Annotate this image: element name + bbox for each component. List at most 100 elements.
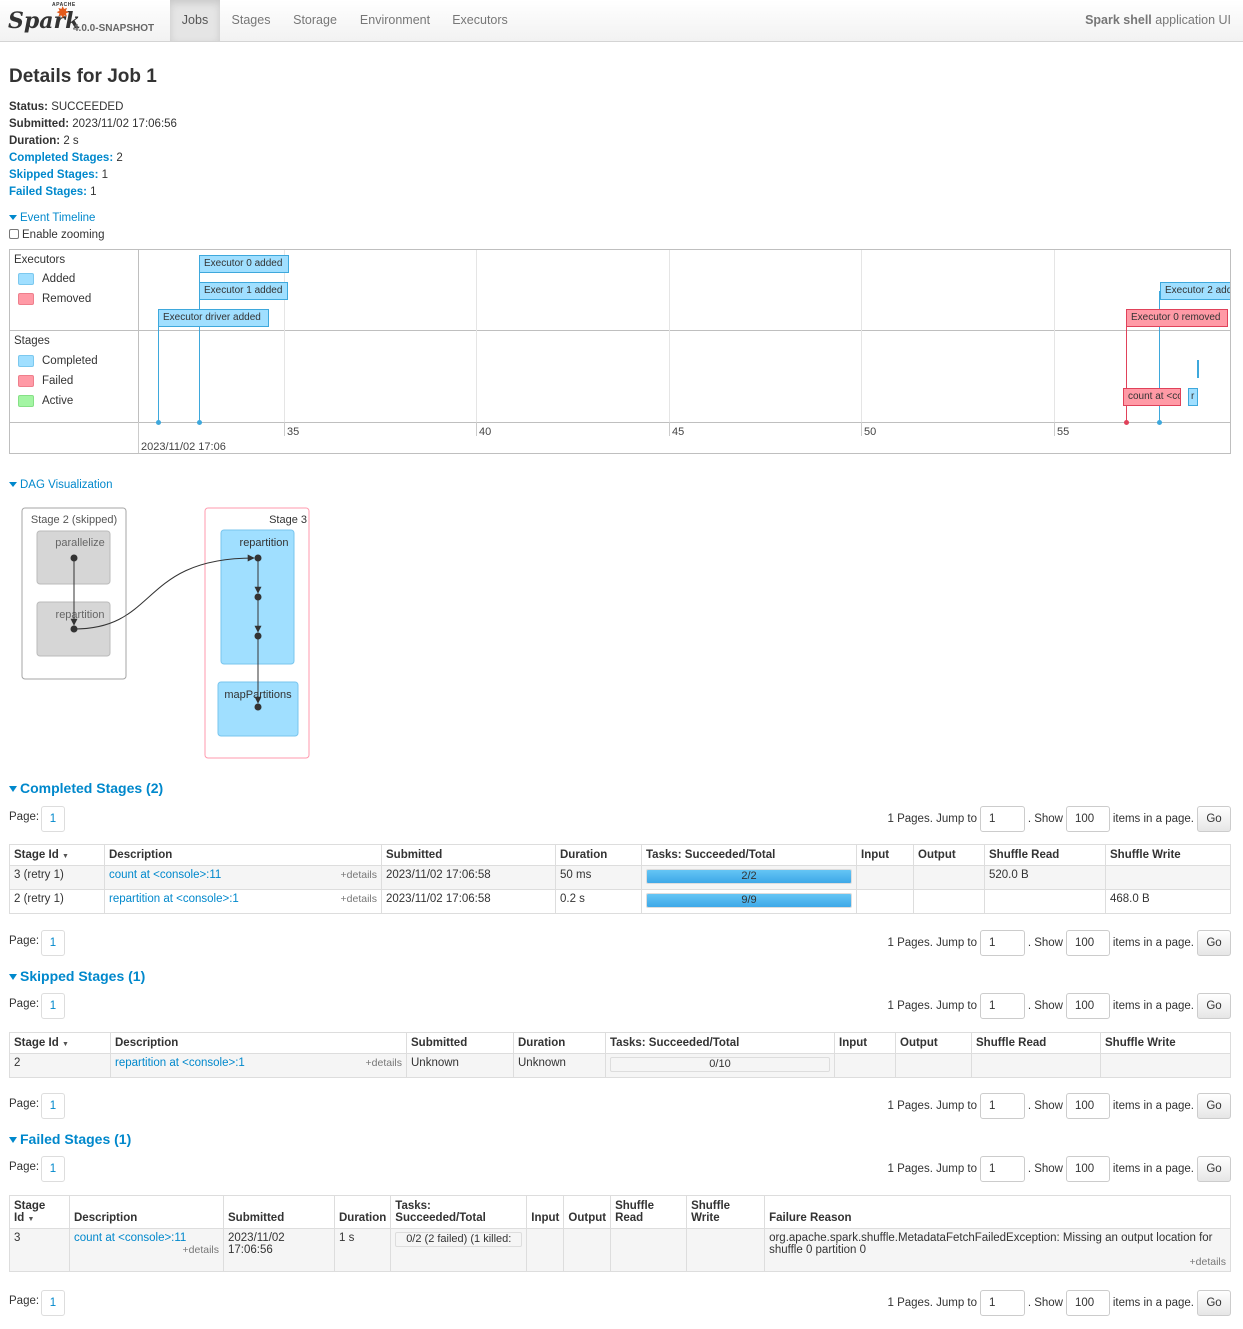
event-executor-0-added[interactable]: Executor 0 added — [199, 255, 289, 273]
page-size-input[interactable]: 100 — [1066, 993, 1110, 1019]
tick-label: 35 — [287, 426, 300, 438]
go-button[interactable]: Go — [1197, 993, 1231, 1019]
table-row: 2 repartition at <console>:1 +details Unk… — [9, 1053, 1231, 1078]
col-input[interactable]: Input — [834, 1032, 896, 1054]
enable-zooming-checkbox[interactable] — [9, 229, 19, 239]
completed-stages-link[interactable]: Completed Stages: — [9, 152, 114, 164]
jump-to-input[interactable]: 1 — [980, 993, 1025, 1019]
jump-to-input[interactable]: 1 — [980, 1290, 1025, 1316]
page-size-input[interactable]: 100 — [1066, 1093, 1110, 1119]
stage-bar-repartition[interactable]: r — [1188, 388, 1198, 406]
col-duration[interactable]: Duration — [555, 844, 642, 866]
col-description[interactable]: Description — [104, 844, 382, 866]
details-toggle[interactable]: +details — [340, 869, 377, 881]
stage-2-label: Stage 2 (skipped) — [31, 514, 117, 526]
page-number-button[interactable]: 1 — [41, 806, 65, 832]
col-submitted[interactable]: Submitted — [381, 844, 556, 866]
col-submitted[interactable]: Submitted — [223, 1195, 335, 1229]
spark-logo[interactable]: APACHE Spark ✸ 4.0.0-SNAPSHOT — [8, 2, 168, 40]
col-input[interactable]: Input — [856, 844, 914, 866]
stages-group-label: Stages — [14, 335, 50, 347]
stage-description-link[interactable]: count at <console>:11 — [109, 869, 222, 881]
col-description[interactable]: Description — [69, 1195, 224, 1229]
page-number-button[interactable]: 1 — [41, 993, 65, 1019]
stage-description-link[interactable]: repartition at <console>:1 — [109, 893, 239, 905]
go-button[interactable]: Go — [1197, 1093, 1231, 1119]
col-description[interactable]: Description — [110, 1032, 407, 1054]
page-size-input[interactable]: 100 — [1066, 1290, 1110, 1316]
failed-stages-link[interactable]: Failed Stages: — [9, 186, 87, 198]
node-parallelize-label: parallelize — [55, 537, 105, 549]
go-button[interactable]: Go — [1197, 806, 1231, 832]
col-stage-id[interactable]: Stage Id ▼ — [9, 1195, 70, 1229]
enable-zooming[interactable]: Enable zooming — [9, 229, 104, 241]
event-timeline-toggle[interactable]: Event Timeline — [9, 212, 95, 224]
jump-to-input[interactable]: 1 — [980, 930, 1025, 956]
tab-environment[interactable]: Environment — [359, 13, 431, 27]
go-button[interactable]: Go — [1197, 1156, 1231, 1182]
details-toggle[interactable]: +details — [365, 1057, 402, 1069]
event-executor-2-added[interactable]: Executor 2 added — [1160, 282, 1230, 300]
duration-value: 2 s — [63, 135, 79, 147]
jump-to-input[interactable]: 1 — [980, 1093, 1025, 1119]
completed-stages-toggle[interactable]: Completed Stages (2) — [9, 780, 163, 796]
page-size-input[interactable]: 100 — [1066, 1156, 1110, 1182]
go-button[interactable]: Go — [1197, 1290, 1231, 1316]
col-shuffle-read[interactable]: Shuffle Read — [971, 1032, 1101, 1054]
page-number-button[interactable]: 1 — [41, 1093, 65, 1119]
col-shuffle-write[interactable]: Shuffle Write — [1100, 1032, 1231, 1054]
skipped-stages-link[interactable]: Skipped Stages: — [9, 169, 99, 181]
col-stage-id[interactable]: Stage Id ▼ — [9, 844, 105, 866]
stage-bar-count-failed[interactable]: count at <console>:11 — [1123, 388, 1181, 406]
event-executor-driver-added[interactable]: Executor driver added — [158, 309, 269, 327]
failure-details-toggle[interactable]: +details — [1189, 1256, 1226, 1268]
stage-description-link[interactable]: count at <console>:11 — [74, 1232, 187, 1244]
col-output[interactable]: Output — [563, 1195, 612, 1229]
go-button[interactable]: Go — [1197, 930, 1231, 956]
details-toggle[interactable]: +details — [340, 893, 377, 905]
stage-description-link[interactable]: repartition at <console>:1 — [115, 1057, 245, 1069]
col-duration[interactable]: Duration — [333, 1195, 392, 1229]
col-duration[interactable]: Duration — [513, 1032, 606, 1054]
col-failure-reason[interactable]: Failure Reason — [764, 1195, 1231, 1229]
failed-stages-toggle[interactable]: Failed Stages (1) — [9, 1131, 131, 1147]
dag-visualization-toggle[interactable]: DAG Visualization — [9, 479, 112, 491]
task-progress-bar: 0/2 (2 failed) (1 killed: — [395, 1232, 523, 1247]
col-shuffle-write[interactable]: Shuffle Write — [686, 1195, 766, 1229]
col-input[interactable]: Input — [526, 1195, 565, 1229]
page-size-input[interactable]: 100 — [1066, 806, 1110, 832]
col-tasks[interactable]: Tasks: Succeeded/Total — [641, 844, 857, 866]
event-executor-1-added[interactable]: Executor 1 added — [199, 282, 288, 300]
failed-stages-table: Stage Id ▼ Description Submitted Duration… — [9, 1195, 1231, 1272]
page-size-input[interactable]: 100 — [1066, 930, 1110, 956]
col-stage-id[interactable]: Stage Id ▼ — [9, 1032, 111, 1054]
tab-storage[interactable]: Storage — [293, 13, 337, 27]
event-executor-0-removed[interactable]: Executor 0 removed — [1126, 309, 1228, 327]
caret-down-icon — [9, 1137, 17, 1144]
sort-desc-icon: ▼ — [61, 1041, 69, 1048]
jump-to-input[interactable]: 1 — [980, 806, 1025, 832]
page-number-button[interactable]: 1 — [41, 1290, 65, 1316]
col-output[interactable]: Output — [895, 1032, 972, 1054]
tab-executors[interactable]: Executors — [452, 13, 508, 27]
col-shuffle-read[interactable]: Shuffle Read — [610, 1195, 688, 1229]
page-number-button[interactable]: 1 — [41, 930, 65, 956]
jump-to-input[interactable]: 1 — [980, 1156, 1025, 1182]
table-row: 3 (retry 1) count at <console>:11 +detail… — [9, 865, 1231, 890]
col-tasks[interactable]: Tasks: Succeeded/Total — [390, 1195, 528, 1229]
dag-visualization[interactable]: Stage 2 (skipped) parallelize repartitio… — [9, 498, 329, 768]
skipped-stages-toggle[interactable]: Skipped Stages (1) — [9, 968, 145, 984]
page-number-button[interactable]: 1 — [41, 1156, 65, 1182]
col-shuffle-write[interactable]: Shuffle Write — [1105, 844, 1231, 866]
event-timeline[interactable]: Executors Added Removed Stages Completed… — [9, 249, 1231, 454]
col-submitted[interactable]: Submitted — [406, 1032, 514, 1054]
col-shuffle-read[interactable]: Shuffle Read — [984, 844, 1106, 866]
tab-jobs[interactable]: Jobs — [170, 0, 220, 41]
node-repartition-label: repartition — [240, 537, 289, 549]
stage-3-label: Stage 3 — [269, 514, 307, 526]
col-tasks[interactable]: Tasks: Succeeded/Total — [605, 1032, 835, 1054]
tab-stages[interactable]: Stages — [231, 13, 271, 27]
task-progress-bar: 9/9 — [646, 893, 852, 908]
details-toggle[interactable]: +details — [182, 1244, 219, 1256]
col-output[interactable]: Output — [913, 844, 985, 866]
